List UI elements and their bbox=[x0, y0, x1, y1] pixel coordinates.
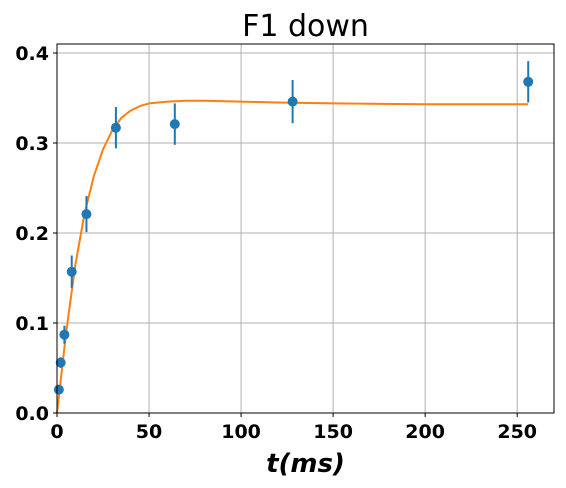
data-point bbox=[81, 209, 92, 220]
data-point bbox=[287, 96, 298, 107]
y-tick-label: 0.3 bbox=[15, 133, 49, 155]
x-tick-label: 100 bbox=[221, 421, 261, 443]
data-point bbox=[66, 266, 77, 277]
y-tick-label: 0.0 bbox=[15, 403, 49, 425]
series-layer bbox=[53, 61, 534, 414]
x-axis-label: t(ms) bbox=[266, 449, 345, 479]
grid-layer bbox=[56, 44, 554, 414]
data-point bbox=[53, 384, 64, 395]
x-tick-label: 0 bbox=[50, 421, 63, 443]
y-tick-label: 0.4 bbox=[15, 43, 49, 65]
x-tick-label: 200 bbox=[405, 421, 445, 443]
plot-frame bbox=[56, 43, 555, 414]
x-tick-label: 150 bbox=[313, 421, 353, 443]
x-tick-label: 50 bbox=[136, 421, 162, 443]
fit-curve bbox=[56, 99, 529, 414]
y-tick-label: 0.2 bbox=[15, 223, 49, 245]
data-point bbox=[110, 122, 121, 133]
data-point bbox=[55, 357, 66, 368]
x-tick-label: 250 bbox=[497, 421, 537, 443]
chart-title: F1 down bbox=[242, 9, 369, 44]
tick-layer: 0 50 100 150 200 250 0.0 0.1 0.2 0.3 0.4 bbox=[15, 43, 537, 443]
data-point bbox=[523, 76, 534, 87]
data-point bbox=[169, 119, 180, 130]
data-point bbox=[59, 329, 70, 340]
y-tick-label: 0.1 bbox=[15, 313, 49, 335]
